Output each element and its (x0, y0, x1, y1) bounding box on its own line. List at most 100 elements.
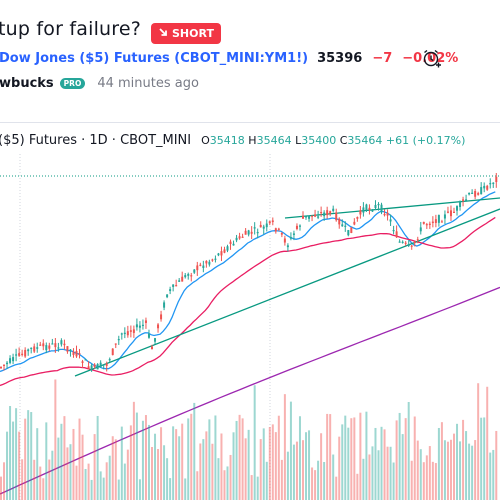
volume-bar (39, 466, 42, 500)
candle-body (30, 347, 33, 350)
volume-bar (383, 429, 386, 500)
volume-bar (419, 449, 422, 500)
candle-body (323, 212, 326, 217)
volume-bar (492, 449, 495, 500)
candle-body (465, 199, 468, 201)
candle-body (401, 241, 404, 243)
volume-bar (226, 466, 229, 500)
candle-body (129, 330, 132, 332)
volume-bar (129, 425, 132, 500)
candle-body (344, 225, 347, 227)
volume-bar (132, 401, 135, 500)
alarm-clock-plus-icon[interactable] (420, 47, 442, 69)
legend-open: 35418 (209, 134, 245, 147)
candle-body (175, 285, 178, 287)
volume-bar (160, 427, 163, 500)
symbol-link[interactable]: Dow Jones ($5) Futures (CBOT_MINI:YM1!) (0, 51, 309, 66)
candle-body (220, 251, 223, 256)
volume-bar (468, 443, 471, 500)
volume-bar (184, 478, 187, 500)
candle-body (12, 357, 15, 362)
volume-bar (365, 411, 368, 500)
candle-body (480, 187, 483, 195)
volume-bar (199, 443, 202, 500)
candle-body (477, 193, 480, 195)
volume-bar (413, 416, 416, 500)
candle-body (356, 217, 359, 219)
candle-body (277, 228, 280, 230)
volume-bar (359, 412, 362, 500)
volume-bar (105, 462, 108, 500)
candle-body (422, 221, 425, 224)
symbol-change-pct: −0.02% (402, 51, 459, 66)
volume-bar (368, 454, 371, 500)
chart-area[interactable] (0, 122, 500, 501)
volume-bar (33, 459, 36, 500)
legend-close: 35464 (347, 134, 383, 147)
candle-body (332, 208, 335, 212)
volume-bar (232, 432, 235, 500)
candle-body (24, 349, 27, 357)
candle-body (286, 245, 289, 248)
candle-body (398, 241, 401, 243)
candle-body (474, 191, 477, 197)
candle-body (178, 280, 181, 282)
author-name[interactable]: wbucks (0, 76, 54, 91)
volume-bar (428, 446, 431, 500)
candle-body (389, 219, 392, 222)
candle-body (33, 346, 36, 352)
candle-body (250, 231, 253, 234)
volume-bar (111, 436, 114, 500)
candle-body (413, 241, 416, 243)
candle-body (132, 329, 135, 333)
volume-bar (36, 428, 39, 500)
candle-body (368, 207, 371, 210)
volume-bar (48, 459, 51, 500)
candle-body (317, 216, 320, 218)
volume-bar (102, 477, 105, 500)
volume-bar (329, 414, 332, 500)
candle-body (483, 185, 486, 189)
candle-body (75, 351, 78, 357)
volume-bar (202, 439, 205, 500)
volume-bar (163, 445, 166, 500)
volume-bar (60, 423, 63, 500)
candle-body (172, 284, 175, 287)
candle-body (232, 243, 235, 246)
candle-body (114, 343, 117, 345)
volume-bar (437, 427, 440, 500)
candle-body (425, 224, 428, 226)
volume-bar (169, 478, 172, 500)
volume-bar (398, 412, 401, 500)
volume-bar (268, 427, 271, 500)
volume-bar (178, 436, 181, 500)
volume-bar (45, 422, 48, 500)
candle-body (320, 212, 323, 214)
candle-body (335, 212, 338, 221)
volume-bar (326, 413, 329, 500)
volume-bar (277, 415, 280, 500)
candle-body (78, 353, 81, 355)
candle-body (217, 253, 220, 256)
volume-bar (274, 432, 277, 500)
candle-body (151, 346, 153, 350)
candle-body (253, 227, 256, 229)
volume-bar (335, 476, 338, 500)
volume-bar (154, 433, 157, 500)
volume-bar (256, 476, 259, 500)
candle-body (99, 362, 102, 367)
candle-body (42, 343, 45, 347)
volume-bar (347, 427, 350, 500)
lower-trendline (74, 208, 500, 377)
candle-body (166, 294, 169, 298)
volume-bar (489, 452, 492, 500)
candle-body (259, 224, 262, 228)
price-chart[interactable] (0, 154, 500, 500)
candle-body (229, 241, 232, 245)
volume-bar (308, 430, 311, 500)
candle-body (437, 215, 440, 223)
volume-bar (21, 459, 24, 500)
volume-bar (223, 470, 226, 500)
candle-body (305, 216, 308, 218)
volume-bar (389, 446, 392, 500)
